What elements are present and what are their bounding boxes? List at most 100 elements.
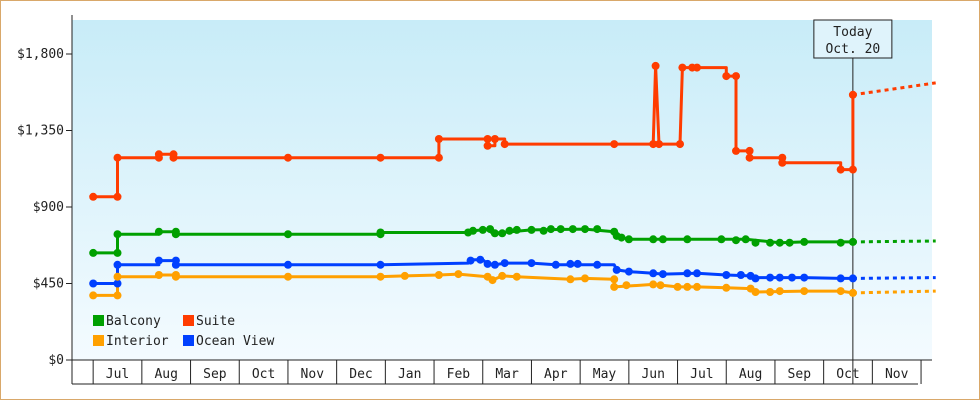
data-point-interior[interactable] [488,276,497,285]
data-point-ocean-view[interactable] [171,260,180,269]
data-point-ocean-view[interactable] [89,279,98,288]
data-point-suite[interactable] [676,140,684,149]
data-point-interior[interactable] [498,271,507,280]
data-point-balcony[interactable] [741,235,750,244]
data-point-ocean-view[interactable] [476,255,485,264]
data-point-ocean-view[interactable] [766,273,775,282]
data-point-suite[interactable] [483,135,492,143]
data-point-ocean-view[interactable] [800,273,809,282]
data-point-ocean-view[interactable] [612,265,621,274]
data-point-ocean-view[interactable] [788,273,796,282]
data-point-ocean-view[interactable] [836,274,845,283]
data-point-ocean-view[interactable] [683,269,692,278]
data-point-interior[interactable] [113,291,122,300]
data-point-ocean-view[interactable] [848,274,857,283]
data-point-interior[interactable] [673,282,682,291]
data-point-interior[interactable] [610,275,619,284]
data-point-balcony[interactable] [848,237,857,246]
data-point-interior[interactable] [434,271,443,279]
data-point-ocean-view[interactable] [722,271,731,279]
data-point-balcony[interactable] [284,230,292,239]
data-point-suite[interactable] [113,153,122,162]
data-point-interior[interactable] [566,275,575,284]
data-point-interior[interactable] [171,272,180,281]
data-point-balcony[interactable] [113,248,122,257]
data-point-interior[interactable] [766,288,775,296]
data-point-interior[interactable] [581,274,589,283]
data-point-balcony[interactable] [478,225,487,234]
data-point-suite[interactable] [154,150,163,159]
data-point-interior[interactable] [693,282,701,291]
data-point-balcony[interactable] [624,235,633,244]
data-point-ocean-view[interactable] [154,256,163,265]
data-point-balcony[interactable] [649,235,658,244]
data-point-ocean-view[interactable] [466,256,475,265]
data-point-balcony[interactable] [498,229,507,238]
data-point-balcony[interactable] [732,236,740,245]
data-point-balcony[interactable] [89,248,98,257]
data-point-suite[interactable] [113,192,122,201]
data-point-ocean-view[interactable] [573,259,582,268]
data-point-suite[interactable] [169,153,178,162]
data-point-balcony[interactable] [113,230,122,239]
data-point-interior[interactable] [751,288,760,296]
data-point-balcony[interactable] [775,238,784,247]
data-point-balcony[interactable] [376,228,385,237]
data-point-suite[interactable] [651,61,660,70]
data-point-balcony[interactable] [683,235,692,244]
data-point-balcony[interactable] [593,225,602,234]
data-point-balcony[interactable] [512,225,521,234]
data-point-suite[interactable] [722,72,731,81]
data-point-ocean-view[interactable] [693,269,701,278]
data-point-interior[interactable] [284,272,292,281]
data-point-ocean-view[interactable] [284,260,292,269]
data-point-interior[interactable] [683,282,692,291]
data-point-balcony[interactable] [539,226,548,235]
data-point-balcony[interactable] [556,225,565,234]
data-point-ocean-view[interactable] [593,260,602,269]
data-point-balcony[interactable] [836,238,845,247]
data-point-suite[interactable] [434,153,443,162]
data-point-suite[interactable] [848,90,857,99]
data-point-suite[interactable] [693,63,701,72]
data-point-balcony[interactable] [581,225,589,234]
data-point-suite[interactable] [500,140,509,149]
data-point-interior[interactable] [512,272,521,281]
data-point-balcony[interactable] [717,235,726,244]
data-point-suite[interactable] [490,135,499,143]
data-point-ocean-view[interactable] [376,260,385,269]
data-point-interior[interactable] [610,282,619,291]
data-point-balcony[interactable] [527,225,536,234]
data-point-balcony[interactable] [490,229,499,238]
data-point-ocean-view[interactable] [483,259,492,268]
data-point-ocean-view[interactable] [490,260,499,269]
data-point-interior[interactable] [154,271,163,279]
data-point-ocean-view[interactable] [624,267,633,276]
data-point-balcony[interactable] [469,226,477,235]
data-point-interior[interactable] [400,271,409,280]
data-point-interior[interactable] [622,281,631,290]
data-point-ocean-view[interactable] [775,273,784,282]
data-point-suite[interactable] [732,146,740,155]
data-point-ocean-view[interactable] [751,274,760,283]
data-point-balcony[interactable] [568,225,577,234]
data-point-balcony[interactable] [171,230,180,239]
data-point-suite[interactable] [745,146,754,155]
data-point-suite[interactable] [655,140,663,149]
data-point-interior[interactable] [722,283,731,292]
data-point-interior[interactable] [89,291,98,300]
data-point-suite[interactable] [836,165,845,174]
data-point-balcony[interactable] [617,233,626,242]
data-point-suite[interactable] [434,135,443,143]
data-point-balcony[interactable] [766,238,775,247]
data-point-balcony[interactable] [785,238,794,247]
data-point-interior[interactable] [836,287,845,296]
data-point-interior[interactable] [848,288,857,297]
data-point-suite[interactable] [610,140,619,149]
data-point-balcony[interactable] [546,225,555,234]
data-point-interior[interactable] [376,272,385,281]
data-point-ocean-view[interactable] [736,271,745,279]
data-point-suite[interactable] [678,63,687,72]
data-point-interior[interactable] [656,281,665,290]
data-point-ocean-view[interactable] [113,279,122,288]
